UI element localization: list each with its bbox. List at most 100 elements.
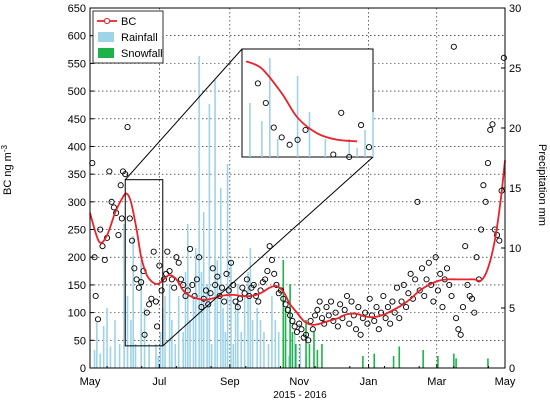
x-tick-label: Nov xyxy=(289,376,309,388)
snowfall-bar xyxy=(362,356,364,368)
x-tick-label: Sep xyxy=(220,376,240,388)
bc-line-layer xyxy=(89,160,506,326)
zoom-bc-point xyxy=(270,124,277,131)
bc-point xyxy=(264,268,271,275)
x-tick-label: May xyxy=(495,376,516,388)
bc-point xyxy=(323,304,330,311)
rainfall-bar xyxy=(96,322,98,368)
zoom-bc-point xyxy=(294,136,301,143)
rainfall-bar xyxy=(267,344,270,368)
snowfall-bar xyxy=(373,353,376,368)
y-tick-label-left: 100 xyxy=(68,308,86,320)
bc-point xyxy=(198,304,205,311)
bc-point xyxy=(414,198,421,205)
bc-point xyxy=(457,331,464,338)
bc-point xyxy=(124,124,131,131)
zoom-source-box xyxy=(124,179,164,347)
bc-point xyxy=(455,326,462,333)
bc-point xyxy=(293,328,300,336)
bc-point xyxy=(332,309,339,316)
rainfall-bar xyxy=(198,56,200,368)
bc-point xyxy=(421,292,428,300)
y-tick-label-right: 5 xyxy=(509,303,515,315)
y-tick-label-left: 50 xyxy=(74,335,86,347)
snowfall-bar xyxy=(455,358,457,368)
zoom-bc-point xyxy=(365,144,373,151)
bc-point xyxy=(318,315,325,322)
snowfall-bar xyxy=(289,284,291,368)
rainfall-bar xyxy=(99,353,102,368)
zoom-bc-point xyxy=(262,99,269,107)
bc-point xyxy=(423,276,430,283)
rainfall-bar xyxy=(243,296,246,368)
bc-point xyxy=(312,312,319,319)
y-axis-label-left: BC ng m-3 xyxy=(0,145,14,195)
bc-point xyxy=(487,126,494,133)
bc-point xyxy=(266,243,273,250)
bc-point xyxy=(160,276,167,283)
rainfall-bar xyxy=(293,332,296,368)
bc-point xyxy=(430,298,437,305)
bc-point xyxy=(439,304,446,311)
rainfall-bar xyxy=(232,344,235,368)
rainfall-bar xyxy=(263,332,265,368)
bc-point xyxy=(341,306,348,313)
y-tick-label-left: 150 xyxy=(68,280,86,292)
rainfall-bar xyxy=(214,80,216,368)
bc-point xyxy=(416,287,423,294)
rainfall-bar xyxy=(123,224,125,368)
bc-point xyxy=(500,54,507,61)
y-tick-label-left: 400 xyxy=(68,141,86,153)
y-axis-label-left-main: BC ng m xyxy=(2,152,14,195)
bc-point xyxy=(418,265,426,272)
bc-point xyxy=(471,309,478,316)
bc-point xyxy=(443,265,451,272)
bc-point xyxy=(314,306,321,313)
rainfall-bar xyxy=(247,272,249,368)
rainfall-bar xyxy=(230,260,232,368)
zoom-rainfall-bar xyxy=(364,130,366,157)
bc-point xyxy=(131,265,138,272)
y-tick-label-left: 0 xyxy=(80,363,86,375)
bc-point xyxy=(122,171,129,178)
rainfall-bar xyxy=(271,296,273,368)
bc-point xyxy=(425,259,432,266)
zoom-connector xyxy=(124,48,243,181)
rainfall-bar xyxy=(102,326,105,368)
snowfall-bar xyxy=(294,344,297,368)
legend: BC Rainfall Snowfall xyxy=(92,10,164,64)
y-tick-label-left: 300 xyxy=(68,197,86,209)
rainfall-bar xyxy=(240,332,243,368)
bc-point xyxy=(106,168,113,175)
bc-point xyxy=(296,320,303,327)
bc-point xyxy=(291,323,298,330)
zoom-bc-point xyxy=(302,126,309,134)
precipitation-bars xyxy=(93,56,489,368)
y-tick-label-left: 250 xyxy=(68,225,86,237)
y-axis-label-left-sup: -3 xyxy=(0,145,9,153)
bc-point xyxy=(325,312,332,319)
bc-point xyxy=(232,298,239,305)
rainfall-bar xyxy=(200,272,203,368)
bc-point xyxy=(225,287,232,294)
bc-point xyxy=(382,315,389,322)
y-tick-label-right: 10 xyxy=(509,243,521,255)
snowfall-bar xyxy=(392,356,395,368)
snowfall-bar xyxy=(437,356,439,368)
bc-point xyxy=(101,256,108,264)
bc-point xyxy=(366,295,373,302)
bc-point xyxy=(327,298,335,305)
bc-point xyxy=(239,284,246,291)
y-tick-label-left: 500 xyxy=(68,86,86,98)
bc-point xyxy=(282,301,289,308)
bc-point xyxy=(459,304,466,311)
bc-point xyxy=(380,292,387,300)
bc-point xyxy=(150,248,157,255)
bc-point xyxy=(393,284,401,291)
rainfall-bar xyxy=(132,236,135,368)
bc-line xyxy=(89,160,506,326)
zoom-rainfall-bar xyxy=(356,148,358,157)
bc-point xyxy=(218,284,225,291)
bc-point xyxy=(398,298,405,305)
